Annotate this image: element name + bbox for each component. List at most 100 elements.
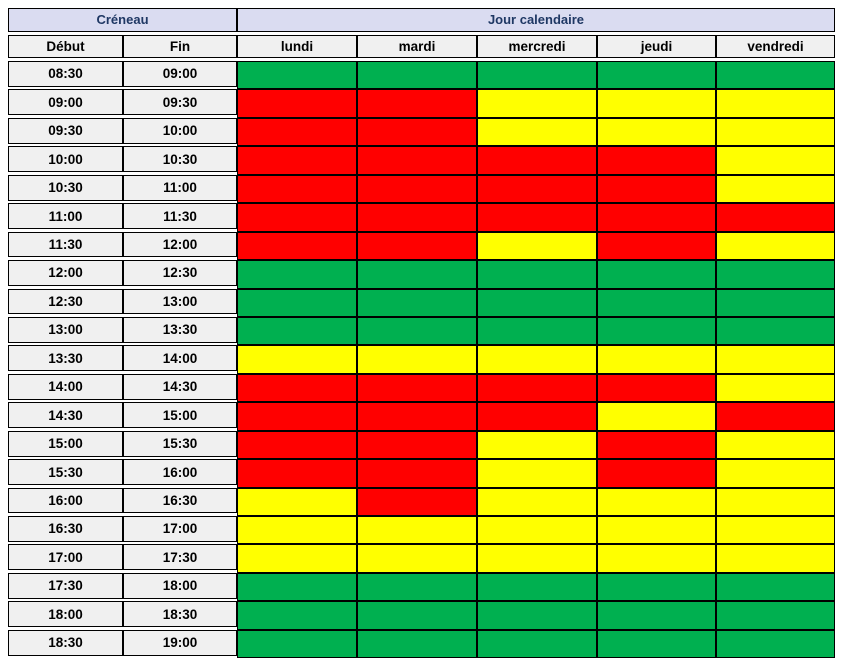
availability-cell-mardi-1030	[357, 174, 477, 204]
slot-start-time-1200: 12:00	[8, 260, 123, 286]
availability-cell-mercredi-1830	[477, 629, 597, 659]
availability-cell-mardi-1700	[357, 544, 477, 573]
availability-cell-jeudi-1730	[597, 572, 716, 602]
slot-start-time-1630: 16:30	[8, 516, 123, 542]
slot-end-time-1430: 15:00	[123, 402, 237, 429]
slot-start-time-1700: 17:00	[8, 544, 123, 571]
availability-cell-mercredi-1030	[477, 174, 597, 204]
availability-cell-mercredi-1330	[477, 345, 597, 374]
slot-start-time-1030: 10:30	[8, 174, 123, 201]
availability-cell-jeudi-1300	[597, 316, 716, 346]
slot-end-time-1600: 16:30	[123, 487, 237, 514]
availability-cell-mercredi-1200	[477, 260, 597, 289]
slot-end-time-1200: 12:30	[123, 260, 237, 286]
slot-start-time-1430: 14:30	[8, 402, 123, 429]
availability-cell-jeudi-0900	[597, 89, 716, 118]
availability-cell-mercredi-1130	[477, 231, 597, 261]
availability-cell-lundi-0830	[237, 61, 357, 90]
availability-cell-mardi-1330	[357, 345, 477, 374]
slot-start-time-1830: 18:30	[8, 629, 123, 656]
slot-start-time-1500: 15:00	[8, 430, 123, 457]
slot-end-time-1400: 14:30	[123, 373, 237, 400]
slot-start-time-1230: 12:30	[8, 288, 123, 315]
slot-end-time-1300: 13:30	[123, 316, 237, 343]
availability-cell-jeudi-1700	[597, 544, 716, 573]
availability-cell-mardi-1630	[357, 516, 477, 545]
availability-cell-vendredi-1100	[716, 203, 835, 232]
availability-cell-jeudi-1500	[597, 430, 716, 460]
slot-end-time-1330: 14:00	[123, 345, 237, 372]
availability-cell-lundi-1630	[237, 516, 357, 545]
availability-cell-vendredi-1030	[716, 174, 835, 204]
slot-start-time-1600: 16:00	[8, 487, 123, 514]
availability-cell-vendredi-1000	[716, 146, 835, 175]
availability-cell-jeudi-1430	[597, 402, 716, 431]
column-header-debut: Début	[8, 34, 123, 59]
column-header-mercredi: mercredi	[477, 34, 597, 59]
availability-cell-jeudi-1330	[597, 345, 716, 374]
availability-cell-mercredi-0900	[477, 89, 597, 118]
availability-cell-lundi-1030	[237, 174, 357, 204]
availability-cell-vendredi-0930	[716, 117, 835, 147]
availability-cell-mardi-0830	[357, 61, 477, 90]
availability-cell-mardi-1830	[357, 629, 477, 659]
availability-cell-lundi-1000	[237, 146, 357, 175]
availability-cell-jeudi-1600	[597, 487, 716, 516]
availability-cell-jeudi-0930	[597, 117, 716, 147]
availability-cell-jeudi-1100	[597, 203, 716, 232]
availability-cell-vendredi-1430	[716, 402, 835, 431]
availability-cell-mercredi-1430	[477, 402, 597, 431]
availability-cell-vendredi-0900	[716, 89, 835, 118]
availability-cell-vendredi-1300	[716, 316, 835, 346]
availability-cell-mardi-1230	[357, 288, 477, 317]
column-header-jeudi: jeudi	[597, 34, 716, 59]
availability-cell-lundi-1530	[237, 459, 357, 488]
slot-end-time-1000: 10:30	[123, 146, 237, 173]
availability-cell-lundi-1800	[237, 601, 357, 630]
column-header-vendredi: vendredi	[716, 34, 835, 59]
availability-cell-mercredi-1800	[477, 601, 597, 630]
availability-cell-lundi-1400	[237, 373, 357, 403]
availability-cell-jeudi-1800	[597, 601, 716, 630]
availability-cell-mercredi-1000	[477, 146, 597, 175]
slot-start-time-1100: 11:00	[8, 203, 123, 230]
availability-cell-lundi-1130	[237, 231, 357, 261]
availability-cell-lundi-1600	[237, 487, 357, 516]
availability-cell-jeudi-1400	[597, 373, 716, 403]
availability-cell-mercredi-1630	[477, 516, 597, 545]
availability-cell-mardi-1730	[357, 572, 477, 602]
availability-cell-lundi-1430	[237, 402, 357, 431]
column-header-mardi: mardi	[357, 34, 477, 59]
availability-cell-vendredi-1400	[716, 373, 835, 403]
availability-cell-vendredi-1730	[716, 572, 835, 602]
header-group-jour-calendaire: Jour calendaire	[237, 8, 835, 32]
slot-end-time-1700: 17:30	[123, 544, 237, 571]
slot-start-time-0930: 09:30	[8, 117, 123, 144]
availability-cell-lundi-1230	[237, 288, 357, 317]
availability-cell-mardi-0900	[357, 89, 477, 118]
schedule-grid: Créneau Jour calendaire Début Fin lundi …	[8, 8, 835, 659]
availability-cell-mercredi-0930	[477, 117, 597, 147]
slot-end-time-1100: 11:30	[123, 203, 237, 230]
slot-end-time-1630: 17:00	[123, 516, 237, 542]
availability-cell-vendredi-1530	[716, 459, 835, 488]
availability-cell-mercredi-1530	[477, 459, 597, 488]
availability-cell-mardi-1530	[357, 459, 477, 488]
availability-cell-mardi-1500	[357, 430, 477, 460]
slot-start-time-1130: 11:30	[8, 231, 123, 258]
availability-cell-vendredi-1130	[716, 231, 835, 261]
slot-end-time-0900: 09:30	[123, 89, 237, 116]
availability-cell-mercredi-0830	[477, 61, 597, 90]
slot-end-time-1730: 18:00	[123, 572, 237, 599]
availability-cell-jeudi-1230	[597, 288, 716, 317]
slot-end-time-1530: 16:00	[123, 459, 237, 485]
slot-start-time-1400: 14:00	[8, 373, 123, 400]
availability-cell-mercredi-1400	[477, 373, 597, 403]
slot-end-time-0930: 10:00	[123, 117, 237, 144]
availability-cell-mardi-1400	[357, 373, 477, 403]
slot-start-time-1530: 15:30	[8, 459, 123, 485]
availability-cell-lundi-1200	[237, 260, 357, 289]
availability-cell-vendredi-1700	[716, 544, 835, 573]
availability-cell-mercredi-1600	[477, 487, 597, 516]
column-header-lundi: lundi	[237, 34, 357, 59]
